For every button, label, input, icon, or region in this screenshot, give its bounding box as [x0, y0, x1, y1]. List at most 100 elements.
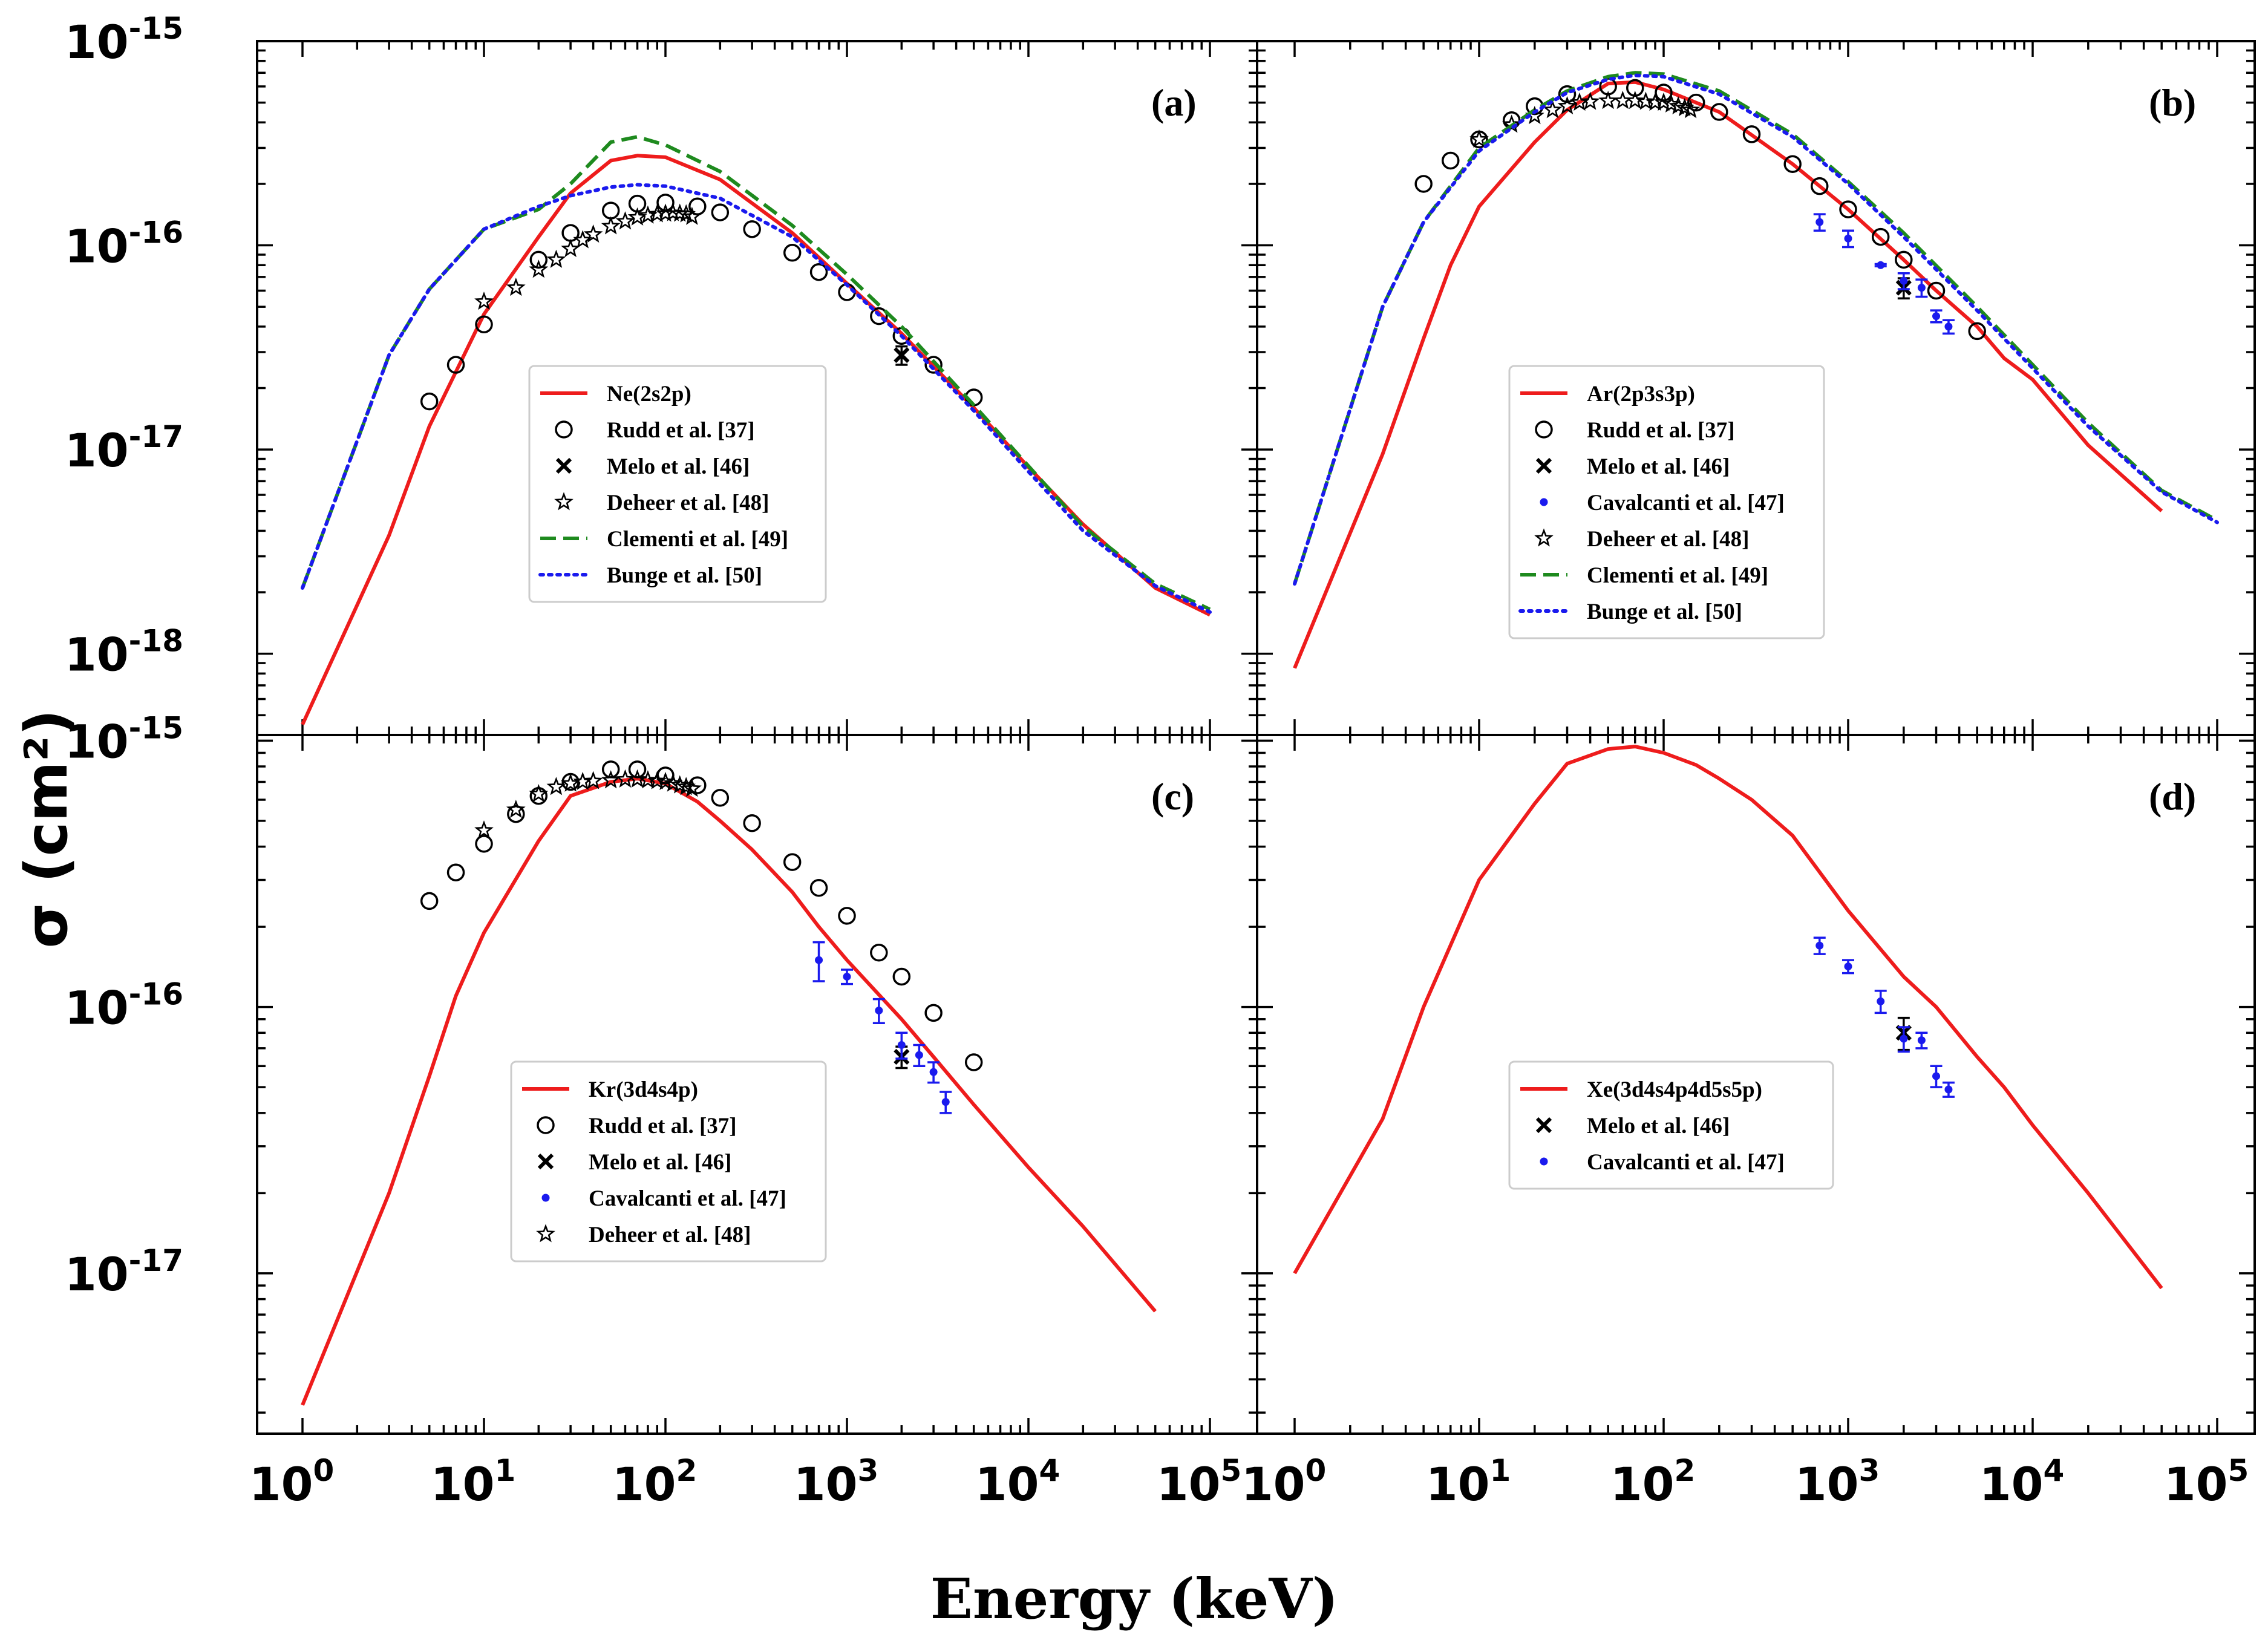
panel-c: 10-17 10-16 10-15 100 101 102 103 104 105 (c) Kr(3… — [65, 710, 1258, 1511]
plot-area — [301, 135, 1212, 725]
data-point — [1811, 177, 1829, 195]
data-point — [628, 760, 647, 779]
data-point — [601, 770, 621, 789]
legend-swatch — [1534, 528, 1554, 547]
data-point — [1557, 96, 1577, 115]
data-point — [474, 291, 494, 310]
legend-label: Deheer et al. [48] — [607, 491, 770, 515]
data-point — [1558, 85, 1577, 103]
data-point — [915, 1051, 923, 1059]
legend-swatch — [555, 457, 572, 474]
data-point — [1932, 312, 1941, 321]
x-tick-label: 104 — [1979, 1453, 2065, 1511]
data-point — [1469, 129, 1489, 148]
y-tick-label: 10-17 — [65, 1243, 183, 1301]
data-point — [601, 216, 621, 235]
data-point — [1543, 100, 1563, 119]
legend-item: Bunge et al. [50] — [538, 563, 762, 588]
legend-swatch — [1540, 498, 1548, 506]
y-tick-label: 10-15 — [65, 710, 183, 768]
legend-swatch — [555, 420, 573, 439]
legend-item: Cavalcanti et al. [47] — [541, 1186, 786, 1211]
data-point — [1927, 281, 1946, 300]
panel-d: 100 101 102 103 104 105 (d) Xe(3d4s4p4d5s5p) Mel… — [1241, 734, 2256, 1511]
data-point — [1877, 997, 1885, 1005]
data-point — [1742, 125, 1761, 143]
data-point — [420, 392, 439, 411]
x-tick-label: 100 — [249, 1453, 335, 1511]
legend-label: Bunge et al. [50] — [1587, 599, 1742, 624]
legend-item: Melo et al. [46] — [555, 454, 750, 479]
data-point — [573, 771, 593, 791]
legend-swatch — [541, 1194, 550, 1202]
data-point — [711, 789, 730, 807]
legend-label: Deheer et al. [48] — [589, 1223, 751, 1247]
data-point — [670, 203, 690, 222]
data-point — [892, 967, 911, 986]
data-point — [420, 892, 439, 910]
y-axis-label: σ (cm²) — [13, 710, 80, 949]
legend-label: Clementi et al. [49] — [607, 527, 788, 552]
data-point — [1815, 941, 1824, 950]
data-point — [475, 315, 493, 334]
data-point — [964, 1053, 983, 1071]
x-tick-label: 100 — [1241, 1453, 1327, 1511]
data-point — [783, 244, 802, 262]
legend-swatch — [1540, 1157, 1548, 1166]
data-point — [743, 814, 761, 832]
x-tick-label: 103 — [794, 1453, 879, 1511]
data-point — [1932, 1072, 1941, 1080]
plot-area — [1293, 71, 2219, 669]
series-3 — [474, 203, 702, 310]
legend-item: Cavalcanti et al. [47] — [1540, 1150, 1785, 1175]
legend-label: Cavalcanti et al. [47] — [1587, 491, 1785, 515]
x-tick-label: 101 — [1426, 1453, 1511, 1511]
series-2 — [894, 345, 910, 366]
data-point — [1783, 155, 1802, 173]
data-point — [924, 356, 943, 374]
data-point — [676, 204, 696, 223]
data-point — [1580, 91, 1600, 110]
data-point — [529, 260, 549, 278]
panel-label: (c) — [1151, 775, 1194, 818]
y-tick-label: 10-17 — [65, 419, 183, 477]
legend-label: Rudd et al. [37] — [607, 418, 755, 443]
data-point — [870, 307, 888, 325]
legend-label: Ne(2s2p) — [607, 382, 691, 407]
series-line — [1293, 745, 2163, 1290]
data-point — [809, 878, 828, 897]
axes-frame — [1256, 734, 2256, 1435]
data-point — [1877, 261, 1885, 269]
legend-box — [1508, 365, 1825, 639]
data-point — [783, 853, 802, 871]
x-tick-label: 102 — [612, 1453, 698, 1511]
data-point — [711, 203, 730, 221]
legend-item: Kr(3d4s4p) — [522, 1077, 698, 1102]
series-3 — [812, 941, 952, 1114]
series-4 — [474, 769, 702, 839]
series-2 — [1813, 936, 1955, 1098]
data-point — [1895, 250, 1913, 269]
data-point — [1681, 100, 1701, 119]
data-point — [474, 820, 494, 839]
legend-swatch — [1535, 457, 1552, 474]
series-0 — [1293, 745, 2163, 1290]
data-point — [1815, 218, 1824, 226]
y-tick-label: 10-18 — [65, 624, 183, 682]
legend-label: Clementi et al. [49] — [1587, 563, 1768, 588]
x-tick-label: 105 — [2164, 1453, 2249, 1511]
series-4 — [1469, 91, 1701, 148]
data-point — [1626, 79, 1644, 97]
data-point — [583, 771, 603, 789]
data-point — [815, 956, 823, 964]
plot-area — [301, 760, 1157, 1406]
data-point — [843, 972, 851, 981]
data-point — [475, 835, 493, 853]
data-point — [1675, 98, 1694, 117]
data-point — [1844, 962, 1852, 971]
series-5 — [301, 183, 1212, 614]
legend-label: Rudd et al. [37] — [1587, 418, 1735, 443]
data-point — [583, 224, 603, 243]
data-point — [1900, 276, 1908, 285]
series-0 — [301, 777, 1157, 1406]
